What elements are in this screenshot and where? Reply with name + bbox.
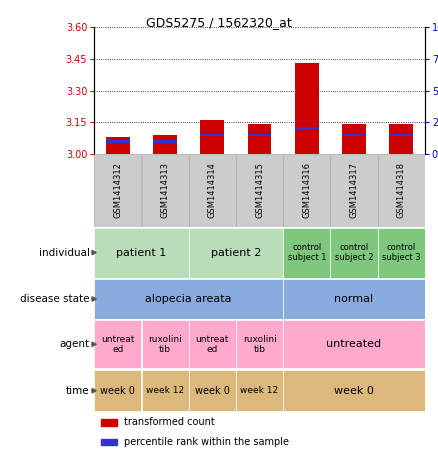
Bar xyxy=(101,419,117,426)
Text: GSM1414318: GSM1414318 xyxy=(397,162,406,218)
Bar xyxy=(106,140,130,143)
Text: GSM1414313: GSM1414313 xyxy=(161,162,170,218)
Bar xyxy=(189,227,283,278)
Text: time: time xyxy=(66,386,90,396)
Bar xyxy=(342,125,366,154)
Text: GSM1414315: GSM1414315 xyxy=(255,162,264,218)
Bar xyxy=(141,154,188,226)
Bar xyxy=(389,134,413,136)
Bar xyxy=(389,125,413,154)
Text: untreat
ed: untreat ed xyxy=(101,335,134,354)
Text: individual: individual xyxy=(39,247,90,258)
Text: GSM1414316: GSM1414316 xyxy=(302,162,311,218)
Text: agent: agent xyxy=(60,339,90,349)
Text: week 0: week 0 xyxy=(100,386,135,396)
Text: ruxolini
tib: ruxolini tib xyxy=(243,335,276,354)
Bar xyxy=(236,370,283,411)
Text: week 12: week 12 xyxy=(146,386,184,395)
Text: GSM1414317: GSM1414317 xyxy=(350,162,358,218)
Text: GSM1414314: GSM1414314 xyxy=(208,162,217,218)
Bar xyxy=(94,227,188,278)
Text: untreat
ed: untreat ed xyxy=(196,335,229,354)
Bar xyxy=(101,439,117,445)
Text: normal: normal xyxy=(335,294,374,304)
Bar xyxy=(153,135,177,154)
Bar xyxy=(331,154,378,226)
Text: transformed count: transformed count xyxy=(124,417,215,427)
Bar xyxy=(248,125,271,154)
Text: ruxolini
tib: ruxolini tib xyxy=(148,335,182,354)
Bar xyxy=(283,280,425,318)
Bar xyxy=(94,154,141,226)
Text: patient 1: patient 1 xyxy=(116,247,166,258)
Text: percentile rank within the sample: percentile rank within the sample xyxy=(124,437,289,447)
Bar xyxy=(236,154,283,226)
Bar xyxy=(153,140,177,143)
Bar xyxy=(342,134,366,136)
Text: untreated: untreated xyxy=(326,339,381,349)
Text: patient 2: patient 2 xyxy=(211,247,261,258)
Text: week 12: week 12 xyxy=(240,386,279,395)
Bar xyxy=(201,120,224,154)
Bar xyxy=(201,134,224,136)
Bar xyxy=(141,370,188,411)
Bar xyxy=(248,134,271,136)
Bar xyxy=(189,320,236,368)
Bar xyxy=(378,154,425,226)
Bar xyxy=(283,154,330,226)
Bar xyxy=(94,370,141,411)
Text: disease state: disease state xyxy=(20,294,90,304)
Text: week 0: week 0 xyxy=(195,386,230,396)
Bar xyxy=(189,370,236,411)
Bar xyxy=(283,320,425,368)
Bar xyxy=(94,320,141,368)
Bar xyxy=(106,137,130,154)
Text: GDS5275 / 1562320_at: GDS5275 / 1562320_at xyxy=(146,16,292,29)
Bar xyxy=(283,370,425,411)
Text: GSM1414312: GSM1414312 xyxy=(113,162,122,218)
Bar xyxy=(236,320,283,368)
Text: alopecia areata: alopecia areata xyxy=(145,294,232,304)
Bar xyxy=(378,227,425,278)
Bar xyxy=(331,227,378,278)
Bar xyxy=(283,227,330,278)
Bar xyxy=(295,63,318,154)
Bar xyxy=(94,280,283,318)
Bar xyxy=(189,154,236,226)
Bar xyxy=(141,320,188,368)
Text: control
subject 1: control subject 1 xyxy=(287,243,326,262)
Text: control
subject 3: control subject 3 xyxy=(382,243,420,262)
Bar xyxy=(295,127,318,130)
Text: control
subject 2: control subject 2 xyxy=(335,243,373,262)
Text: week 0: week 0 xyxy=(334,386,374,396)
